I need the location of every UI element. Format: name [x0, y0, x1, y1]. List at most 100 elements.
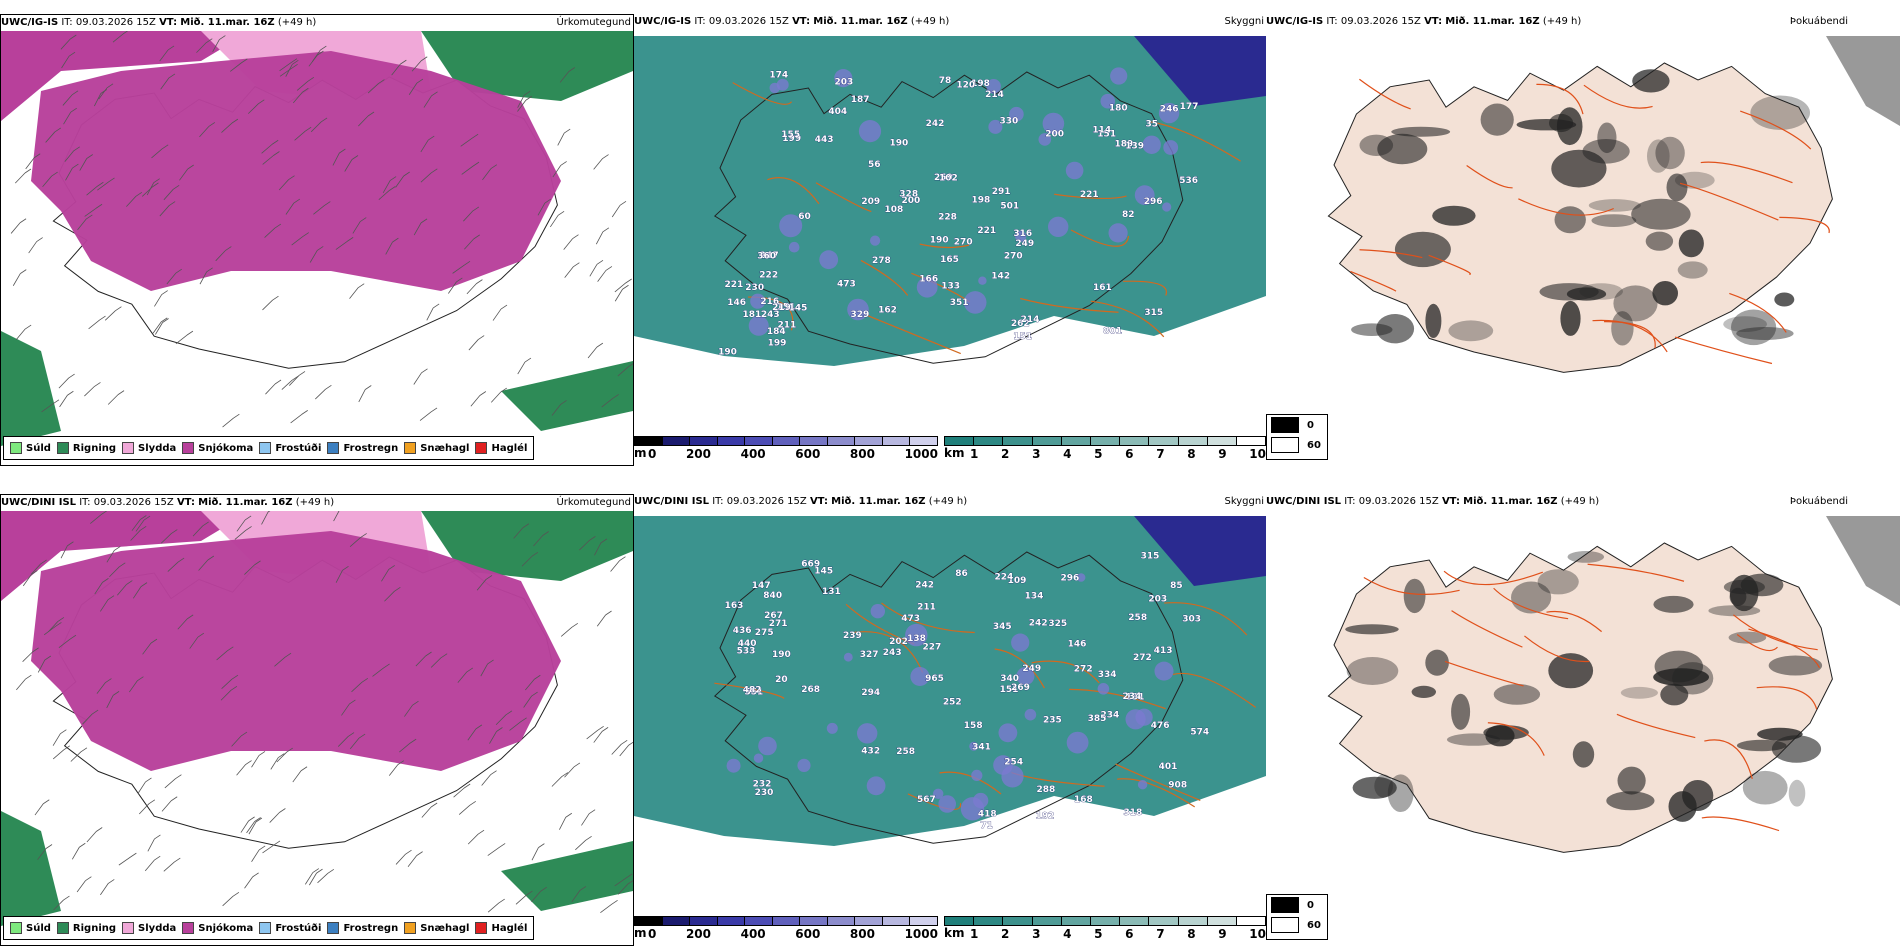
colorbar-tick: 8: [1187, 447, 1196, 461]
wind-barb: [248, 99, 265, 114]
fog-shade: [1548, 653, 1594, 689]
wind-barb: [467, 724, 483, 741]
cloud-base-value: 190: [772, 650, 791, 660]
wind-barb: [60, 34, 77, 50]
legend-label: Slydda: [138, 442, 177, 454]
colorbar-segment: [745, 437, 773, 445]
it-label: IT:: [712, 496, 724, 507]
road-line: [1122, 280, 1168, 296]
wind-barb: [610, 556, 626, 572]
colorbar-tick: 10: [1249, 927, 1266, 941]
cloud-patch: [971, 769, 983, 781]
cloud-base-value: 272: [1074, 665, 1093, 675]
road-line: [1740, 110, 1812, 150]
cloud-patch: [1163, 140, 1179, 155]
panel-title: Skyggni: [1224, 496, 1264, 507]
road-line: [851, 631, 924, 673]
legend-swatch: [56, 922, 69, 934]
cloud-base-value: 131: [1126, 693, 1145, 703]
cloud-base-value: 242: [1029, 618, 1048, 628]
wind-barb: [109, 562, 126, 578]
cloud-base-value: 109: [1008, 576, 1027, 586]
colorbar-segment: [745, 917, 773, 925]
road-line: [1164, 602, 1248, 636]
road-line: [1090, 300, 1165, 338]
colorbar-tick: 5: [1094, 927, 1103, 941]
fog-legend-label: 60: [1307, 919, 1321, 931]
wind-barb: [596, 610, 612, 627]
legend-label: Frostúði: [275, 442, 322, 454]
wind-barb: [53, 895, 70, 911]
colorbar-tick: 9: [1218, 447, 1227, 461]
wind-barb: [63, 107, 77, 125]
legend-swatch: [122, 922, 135, 934]
cloud-base-value: 432: [861, 747, 880, 757]
legend-label: Rigning: [72, 442, 117, 454]
colorbar-segment: [662, 437, 691, 445]
colorbar-segment: [635, 917, 663, 925]
wind-barb: [420, 168, 438, 183]
wind-barb: [222, 413, 240, 428]
legend-item: Snæhagl: [404, 922, 469, 934]
wind-barb: [12, 269, 27, 286]
road-line: [1115, 763, 1201, 801]
cloud-base-value: 242: [926, 119, 945, 129]
fog-legend: 0 60: [1266, 414, 1328, 460]
cloud-base-value: 269: [1011, 683, 1030, 693]
cloud-patch: [1076, 573, 1086, 582]
colorbar-segment: [1003, 917, 1033, 925]
wind-barb: [537, 198, 552, 216]
wind-barb: [96, 678, 112, 694]
fog-shade: [1377, 133, 1428, 165]
road-line: [1451, 610, 1523, 648]
fog-shade: [1572, 741, 1595, 768]
cloud-base-value: 151: [777, 303, 796, 313]
wind-barb: [290, 410, 308, 424]
colorbar-segment: [1032, 437, 1062, 445]
cloud-base-value: 227: [923, 642, 942, 652]
wind-barb: [358, 111, 375, 127]
wind-barb: [480, 659, 494, 677]
legend-swatch: [10, 922, 22, 934]
fog-shade: [1447, 733, 1501, 746]
colorbar-segment: [945, 917, 975, 925]
road-line: [767, 177, 820, 205]
fog-shade: [1678, 229, 1704, 258]
cloud-patch: [963, 291, 987, 314]
fog-shade: [1731, 309, 1777, 346]
wind-barb: [358, 385, 372, 403]
wind-barb: [594, 538, 608, 556]
wind-barb: [531, 886, 547, 903]
cloud-base-value: 315: [1141, 552, 1160, 562]
wind-barb: [333, 511, 340, 522]
cloud-base-value: 351: [950, 298, 969, 308]
colorbar-tick: 800: [849, 927, 875, 941]
vt-value: Mið. 11.mar. 16Z: [1463, 496, 1558, 507]
fog-shade: [1736, 327, 1794, 340]
wind-barb: [99, 595, 115, 612]
wind-barb: [296, 76, 315, 91]
lead-time: (+49 h): [910, 16, 950, 27]
wind-barb: [411, 56, 428, 72]
fog-legend-label: 0: [1307, 419, 1314, 431]
road-line: [1428, 254, 1472, 275]
cloud-base-value: 120: [956, 80, 975, 90]
wind-barb: [413, 368, 428, 385]
wind-barb: [251, 845, 266, 862]
wind-barb: [415, 651, 432, 667]
fog-shade: [1566, 287, 1607, 301]
wind-barb: [349, 733, 366, 750]
wind-barb: [90, 511, 108, 524]
rain-area: [421, 31, 633, 101]
wind-barb: [86, 181, 104, 196]
wind-barb: [177, 614, 194, 630]
it-value: 09.03.2026 15Z: [1358, 496, 1439, 507]
colorbar-segment: [882, 917, 911, 925]
road-line: [1070, 229, 1130, 247]
cloud-patch: [1108, 223, 1128, 243]
wind-barb: [60, 541, 74, 559]
wind-barb: [372, 663, 390, 677]
wind-barb: [155, 318, 169, 335]
cloud-patch: [1134, 185, 1155, 206]
wind-barb: [289, 371, 306, 386]
